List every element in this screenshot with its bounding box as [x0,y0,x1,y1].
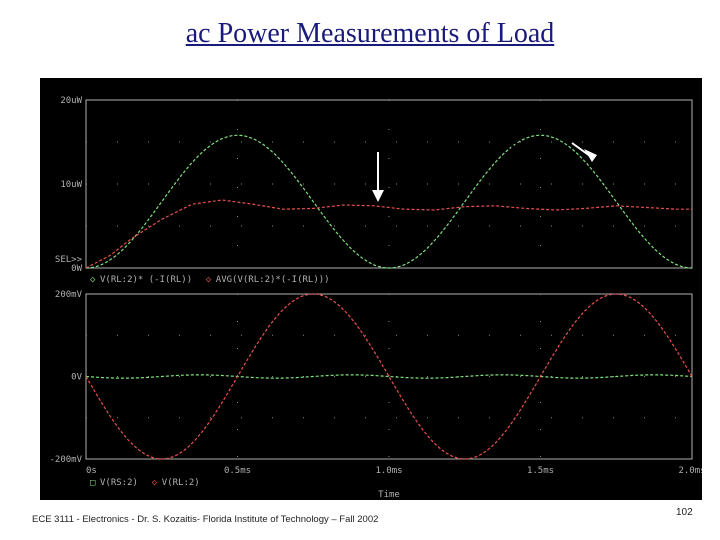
vin-label: Vin [268,385,293,404]
bottom-legend-symbol: □ [90,478,96,488]
xtick-label: 1.0ms [375,466,402,476]
average-power-trace [85,199,692,269]
top-legend-label: V(RL:2)* (-I(RL)) [100,275,192,285]
top-ytick-label: 20uW [60,96,82,106]
top-ytick-label: 10uW [60,180,82,190]
xtick-label: 1.5ms [527,466,554,476]
oscilloscope-plot: 20uW 10uW 0W 200mV 0V -200mV SEL>> 0s 0.5ms 1.0ms… [40,78,702,500]
bottom-legend-label: V(RS:2) [100,478,138,488]
instantaneous-power-trace [86,134,692,269]
instantaneous-power-label: instantaneous power [510,108,603,157]
vout-label: Vout [358,312,390,331]
bottom-legend-symbol: ◇ [152,478,158,488]
slide-title: ac Power Measurements of Load [185,18,555,49]
xtick-label: 2.0ms [678,466,702,476]
average-power-label-line1: average [354,103,407,122]
instantaneous-power-label-line1: instantaneous [510,109,603,128]
bottom-ytick-label: 200mV [55,290,83,300]
top-legend-symbol: ◇ [90,275,96,285]
xtick-label: 0s [86,466,97,476]
vin-trace [85,374,693,379]
top-legend-label: AVG(V(RL:2)*(-I(RL))) [216,275,330,285]
sel-marker: SEL>> [55,255,83,265]
top-ytick-label: 0W [71,264,82,274]
xtick-label: 0.5ms [224,466,251,476]
slide-footer: ECE 3111 - Electronics - Dr. S. Kozaitis… [32,514,379,525]
plot-canvas: 20uW 10uW 0W 200mV 0V -200mV SEL>> 0s 0.5ms 1.0ms… [49,96,702,500]
page-number: 102 [676,507,693,518]
bottom-ytick-label: 0V [71,373,82,383]
bottom-ytick-label: -200mV [49,455,82,465]
average-power-label-line2: power [354,125,397,144]
instantaneous-power-label-line2: power [510,136,553,155]
x-axis-label: Time [378,490,400,500]
bottom-legend-label: V(RL:2) [162,478,200,488]
average-power-label: average power [354,102,407,146]
top-legend-symbol: ◇ [206,275,212,285]
